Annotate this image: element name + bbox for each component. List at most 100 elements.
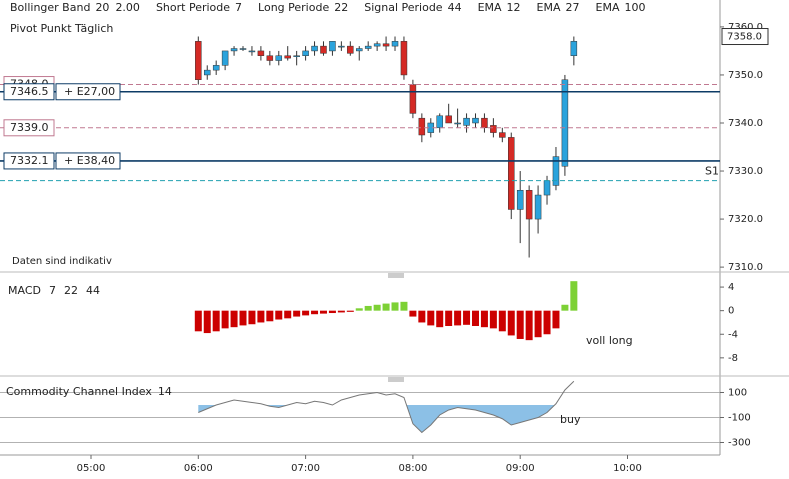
macd-bar	[203, 310, 211, 334]
macd-bar	[355, 308, 363, 311]
legend-name: Bollinger Band	[10, 1, 90, 14]
legend-name: Long Periode	[258, 1, 329, 14]
level-label: 7346.5	[10, 85, 49, 98]
macd-bar	[400, 301, 408, 311]
candle-body	[302, 50, 309, 56]
candle-body	[221, 50, 229, 66]
candle-body	[436, 115, 443, 129]
candle-body	[195, 41, 202, 81]
legend-param: 22	[334, 1, 348, 14]
y-tick-label: 100	[728, 388, 747, 399]
order-label: + E38,40	[64, 154, 115, 167]
y-tick-label: 7330.0	[728, 166, 763, 177]
macd-bar	[516, 310, 524, 339]
legend-param: 7	[235, 1, 242, 14]
candle-body	[481, 117, 488, 129]
panel-param: 44	[86, 284, 100, 297]
y-tick-label: -4	[728, 329, 738, 340]
y-tick-label: 7340.0	[728, 118, 763, 129]
macd-bar	[364, 305, 372, 311]
legend-name: EMA	[478, 1, 502, 14]
candle-body	[347, 45, 354, 54]
level-label: 7332.1	[10, 154, 49, 167]
panel-title: MACD	[8, 284, 41, 297]
candle-body	[311, 45, 318, 52]
macd-bar	[212, 310, 220, 332]
macd-bar	[302, 310, 310, 316]
legend-param: 2.00	[115, 1, 140, 14]
annotation: voll long	[586, 334, 633, 347]
macd-bar	[436, 310, 444, 328]
macd-bar	[257, 310, 265, 323]
candle-body	[203, 69, 211, 76]
candle-body	[320, 45, 327, 54]
legend-param: 27	[566, 1, 580, 14]
macd-bar	[337, 310, 345, 313]
macd-bar	[552, 310, 560, 329]
candle-body	[418, 117, 426, 136]
candle-body	[329, 41, 336, 52]
macd-bar	[427, 310, 435, 326]
y-tick-label: 0	[728, 306, 734, 317]
legend-param: 100	[624, 1, 645, 14]
legend-name: Signal Periode	[364, 1, 443, 14]
candle-body	[454, 122, 461, 125]
candle-body	[534, 194, 542, 220]
macd-bar	[284, 310, 292, 319]
candle-body	[293, 55, 300, 57]
last-price-tag	[721, 28, 769, 46]
candle-body	[212, 65, 220, 71]
legend-param: 44	[448, 1, 462, 14]
macd-bar	[471, 310, 479, 326]
macd-bar	[373, 304, 381, 311]
candle-body	[490, 125, 497, 133]
candle-body	[356, 48, 363, 52]
level-tag	[3, 83, 55, 101]
candle-body	[570, 41, 578, 56]
macd-bar	[418, 310, 426, 323]
annotation: Daten sind indikativ	[12, 256, 112, 267]
legend-name: EMA	[537, 1, 561, 14]
y-tick-label: 4	[728, 282, 734, 293]
macd-bar	[382, 303, 390, 311]
candle-body	[409, 84, 417, 114]
macd-bar	[507, 310, 515, 336]
y-tick-label: -100	[728, 413, 751, 424]
candle-body	[561, 79, 569, 167]
macd-bar	[570, 281, 578, 311]
legend-param: 12	[507, 1, 521, 14]
annotation: buy	[560, 413, 581, 426]
candle-body	[543, 180, 551, 196]
y-tick-label: 7360.0	[728, 22, 763, 33]
resize-handle[interactable]	[388, 273, 404, 278]
x-tick-label: 10:00	[613, 463, 642, 474]
macd-bar	[346, 310, 354, 312]
candle-body	[257, 50, 265, 56]
macd-bar	[391, 302, 399, 311]
resize-handle[interactable]	[388, 377, 404, 382]
macd-bar	[221, 310, 229, 329]
macd-bar	[275, 310, 283, 320]
legend-param: 20	[95, 1, 109, 14]
candles	[195, 36, 578, 258]
macd-bar	[445, 310, 453, 326]
macd-bar	[543, 310, 551, 335]
candle-body	[445, 115, 452, 124]
panel-param: 14	[158, 385, 172, 398]
macd-bar	[319, 310, 327, 314]
candle-body	[239, 48, 247, 50]
level-tag	[3, 152, 55, 170]
candle-body	[338, 45, 345, 48]
cci-line	[198, 380, 575, 434]
level-label: 7339.0	[10, 121, 49, 134]
macd-bar	[534, 310, 542, 338]
order-label: + E27,00	[64, 85, 115, 98]
macd-bar	[525, 310, 533, 341]
macd-bar	[266, 310, 274, 322]
panel-param: 7	[49, 284, 56, 297]
subtitle: Pivot Punkt Täglich	[10, 22, 113, 35]
macd-bar	[239, 310, 247, 326]
candle-body	[472, 117, 479, 124]
level-label: S1	[705, 165, 719, 178]
y-tick-label: -8	[728, 353, 738, 364]
